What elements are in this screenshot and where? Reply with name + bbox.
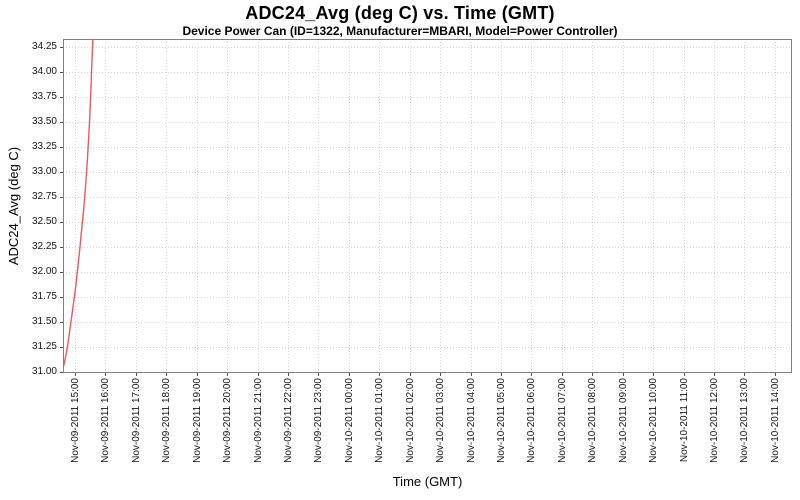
x-tick-label: Nov-09-2011 21:00 xyxy=(252,378,264,463)
x-tick-label: Nov-09-2011 15:00 xyxy=(69,378,81,463)
x-tick-label: Nov-10-2011 03:00 xyxy=(434,378,446,463)
x-axis-title: Time (GMT) xyxy=(392,474,463,489)
y-tick-label: 33.25 xyxy=(31,141,57,152)
x-tick-label: Nov-10-2011 02:00 xyxy=(404,378,416,463)
x-tick-label: Nov-10-2011 07:00 xyxy=(556,378,568,463)
x-tick-label: Nov-10-2011 01:00 xyxy=(373,378,385,463)
series-line xyxy=(63,39,94,371)
y-axis-title: ADC24_Avg (deg C) xyxy=(6,146,21,266)
x-tick-label: Nov-09-2011 18:00 xyxy=(160,378,172,463)
x-tick-label: Nov-10-2011 10:00 xyxy=(647,378,659,463)
x-tick-label: Nov-10-2011 09:00 xyxy=(617,378,629,463)
y-tick-label: 31.25 xyxy=(31,341,57,352)
y-tick-label: 33.00 xyxy=(31,166,57,177)
chart-title: ADC24_Avg (deg C) vs. Time (GMT) xyxy=(245,3,555,23)
y-tick-label: 31.00 xyxy=(31,366,57,377)
x-tick-label: Nov-10-2011 08:00 xyxy=(586,378,598,463)
x-tick-label: Nov-10-2011 06:00 xyxy=(525,378,537,463)
chart-subtitle: Device Power Can (ID=1322, Manufacturer=… xyxy=(182,24,618,38)
x-tick-label: Nov-10-2011 11:00 xyxy=(678,378,690,463)
y-tick-label: 32.75 xyxy=(31,191,57,202)
plot-border xyxy=(63,39,792,373)
x-tick-label: Nov-09-2011 23:00 xyxy=(312,378,324,463)
x-tick-label: Nov-09-2011 17:00 xyxy=(130,378,142,463)
y-tick-label: 32.00 xyxy=(31,266,57,277)
x-tick-label: Nov-10-2011 04:00 xyxy=(465,378,477,463)
x-tick-label: Nov-09-2011 20:00 xyxy=(221,378,233,463)
y-tick-label: 33.50 xyxy=(31,116,57,127)
x-tick-label: Nov-10-2011 00:00 xyxy=(343,378,355,463)
x-tick-label: Nov-10-2011 12:00 xyxy=(708,378,720,463)
x-tick-label: Nov-10-2011 14:00 xyxy=(769,378,781,463)
y-tick-label: 32.50 xyxy=(31,216,57,227)
y-tick-label: 34.25 xyxy=(31,41,57,52)
x-tick-label: Nov-10-2011 05:00 xyxy=(495,378,507,463)
y-tick-label: 31.50 xyxy=(31,316,57,327)
y-tick-label: 33.75 xyxy=(31,91,57,102)
y-tick-label: 31.75 xyxy=(31,291,57,302)
x-tick-label: Nov-09-2011 19:00 xyxy=(191,378,203,463)
y-tick-label: 34.00 xyxy=(31,66,57,77)
x-tick-label: Nov-09-2011 16:00 xyxy=(99,378,111,463)
y-tick-label: 32.25 xyxy=(31,241,57,252)
x-tick-label: Nov-10-2011 13:00 xyxy=(738,378,750,463)
x-tick-label: Nov-09-2011 22:00 xyxy=(282,378,294,463)
